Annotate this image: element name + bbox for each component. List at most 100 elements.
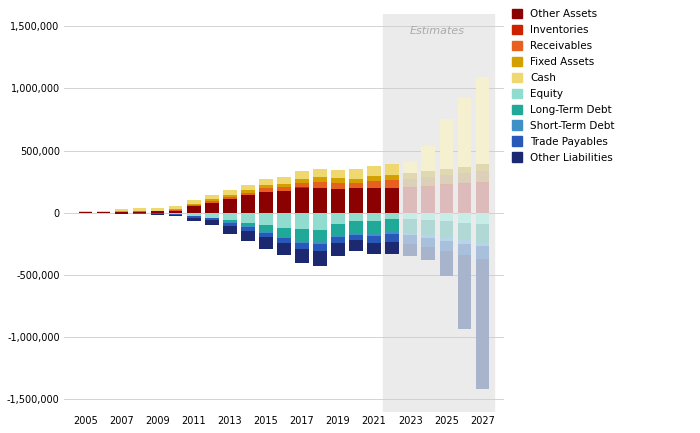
Bar bbox=[241, 226, 255, 227]
Bar bbox=[223, 226, 237, 233]
Bar bbox=[277, 237, 290, 239]
Bar bbox=[259, 188, 273, 192]
Bar bbox=[295, 213, 309, 229]
Bar bbox=[349, 213, 363, 221]
Bar bbox=[169, 214, 183, 215]
Bar bbox=[349, 221, 363, 233]
Bar bbox=[403, 233, 417, 236]
Bar bbox=[187, 204, 200, 205]
Bar bbox=[223, 190, 237, 195]
Bar bbox=[259, 213, 273, 225]
Bar bbox=[386, 231, 399, 234]
Bar bbox=[368, 234, 381, 236]
Bar bbox=[241, 223, 255, 226]
Bar bbox=[313, 213, 327, 230]
Bar bbox=[440, 213, 453, 221]
Bar bbox=[421, 213, 435, 220]
Bar bbox=[475, 78, 489, 165]
Bar bbox=[223, 197, 237, 199]
Bar bbox=[259, 225, 273, 232]
Bar bbox=[403, 174, 417, 179]
Bar bbox=[440, 185, 453, 213]
Bar bbox=[313, 177, 327, 182]
Bar bbox=[458, 213, 471, 223]
Bar bbox=[241, 193, 255, 195]
Bar bbox=[223, 213, 237, 220]
Bar bbox=[133, 208, 146, 211]
Bar bbox=[187, 205, 200, 206]
Bar bbox=[295, 171, 309, 178]
Bar bbox=[331, 189, 345, 213]
Bar bbox=[475, 213, 489, 224]
Bar bbox=[349, 183, 363, 188]
Bar bbox=[223, 220, 237, 222]
Bar bbox=[277, 239, 290, 243]
Bar bbox=[368, 187, 381, 188]
Bar bbox=[187, 216, 200, 218]
Bar bbox=[313, 244, 327, 252]
Bar bbox=[151, 207, 164, 210]
Bar bbox=[475, 259, 489, 389]
Bar bbox=[151, 211, 164, 213]
Bar bbox=[277, 184, 290, 187]
Bar bbox=[223, 222, 237, 223]
Bar bbox=[223, 223, 237, 226]
Bar bbox=[259, 179, 273, 185]
Bar bbox=[349, 240, 363, 251]
Bar bbox=[458, 223, 471, 240]
Bar bbox=[277, 191, 290, 213]
Bar bbox=[440, 169, 453, 175]
Bar bbox=[187, 218, 200, 221]
Bar bbox=[349, 188, 363, 213]
Bar bbox=[223, 195, 237, 197]
Bar bbox=[313, 230, 327, 242]
Bar bbox=[475, 246, 489, 259]
Bar bbox=[277, 243, 290, 255]
Legend: Other Assets, Inventories, Receivables, Fixed Assets, Cash, Equity, Long-Term De: Other Assets, Inventories, Receivables, … bbox=[508, 6, 618, 166]
Bar bbox=[386, 234, 399, 242]
Bar bbox=[349, 179, 363, 183]
Bar bbox=[169, 213, 183, 214]
Bar bbox=[277, 228, 290, 237]
Bar bbox=[259, 233, 273, 237]
Bar bbox=[403, 213, 417, 219]
Bar bbox=[368, 176, 381, 181]
Bar bbox=[169, 207, 183, 210]
Bar bbox=[349, 233, 363, 235]
Bar bbox=[403, 219, 417, 233]
Bar bbox=[205, 200, 218, 201]
Bar bbox=[386, 188, 399, 213]
Bar bbox=[458, 240, 471, 244]
Bar bbox=[313, 242, 327, 244]
Text: Estimates: Estimates bbox=[410, 26, 465, 36]
Bar bbox=[259, 237, 273, 249]
Bar bbox=[440, 119, 453, 169]
Bar bbox=[241, 213, 255, 223]
Bar bbox=[241, 227, 255, 231]
Bar bbox=[313, 252, 327, 266]
Bar bbox=[295, 183, 309, 187]
Bar bbox=[458, 255, 471, 330]
Bar bbox=[151, 213, 164, 214]
Bar bbox=[313, 169, 327, 177]
Bar bbox=[386, 219, 399, 231]
Bar bbox=[421, 186, 435, 187]
Bar bbox=[386, 165, 399, 175]
Bar bbox=[331, 224, 345, 236]
Bar bbox=[403, 179, 417, 187]
Bar bbox=[115, 210, 128, 211]
Bar bbox=[475, 181, 489, 183]
Bar bbox=[386, 242, 399, 254]
Bar bbox=[458, 244, 471, 255]
Bar bbox=[187, 200, 200, 204]
Bar bbox=[368, 243, 381, 254]
Bar bbox=[133, 212, 146, 213]
Bar bbox=[386, 175, 399, 180]
Bar bbox=[421, 146, 435, 171]
Bar bbox=[331, 170, 345, 178]
Bar bbox=[368, 166, 381, 176]
Bar bbox=[475, 242, 489, 246]
Bar bbox=[115, 212, 128, 213]
Bar bbox=[205, 201, 218, 203]
Bar bbox=[331, 237, 345, 243]
